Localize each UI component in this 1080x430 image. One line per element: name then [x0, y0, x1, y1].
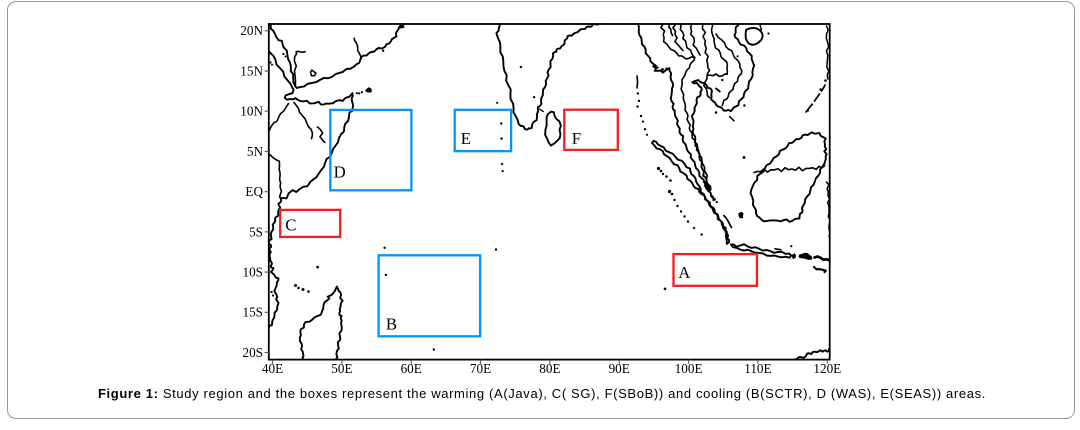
svg-text:70E: 70E	[470, 361, 491, 376]
svg-text:B: B	[386, 314, 397, 333]
svg-text:15N: 15N	[240, 63, 263, 78]
svg-text:60E: 60E	[401, 361, 422, 376]
svg-text:10S: 10S	[242, 265, 263, 280]
svg-text:90E: 90E	[609, 361, 630, 376]
svg-text:5S: 5S	[249, 224, 263, 239]
svg-text:100E: 100E	[675, 361, 703, 376]
svg-text:F: F	[572, 129, 581, 148]
svg-text:C: C	[285, 216, 296, 235]
svg-text:50E: 50E	[331, 361, 352, 376]
svg-text:20N: 20N	[240, 23, 263, 38]
svg-text:20S: 20S	[242, 345, 263, 360]
svg-text:5N: 5N	[247, 144, 264, 159]
svg-text:120E: 120E	[813, 361, 841, 376]
svg-text:15S: 15S	[242, 305, 263, 320]
svg-text:80E: 80E	[539, 361, 560, 376]
svg-text:D: D	[334, 163, 346, 182]
svg-text:110E: 110E	[744, 361, 771, 376]
svg-text:40E: 40E	[262, 361, 283, 376]
svg-text:EQ: EQ	[245, 184, 263, 199]
svg-text:10N: 10N	[240, 104, 263, 119]
svg-text:E: E	[461, 129, 471, 148]
svg-text:A: A	[678, 263, 690, 282]
